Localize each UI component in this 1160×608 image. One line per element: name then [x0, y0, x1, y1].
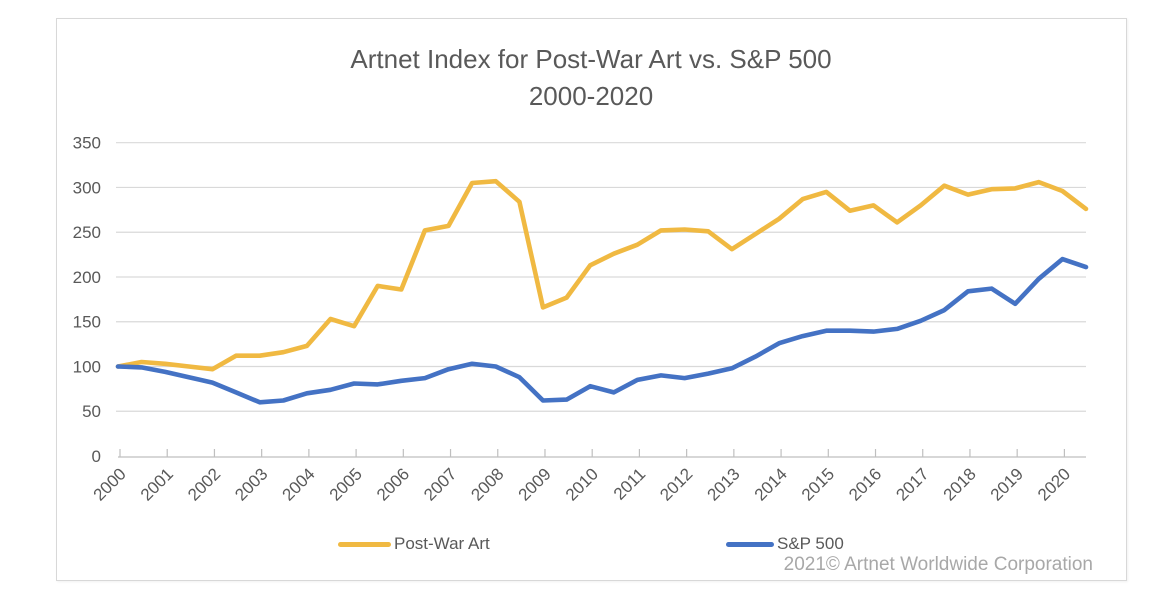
x-axis-label: 2020: [1034, 464, 1074, 504]
y-axis-label: 150: [73, 313, 101, 332]
post-war-art-line-swatch: [338, 541, 391, 547]
legend-item-post-war-art: Post-War Art: [338, 533, 490, 555]
chart-title: Artnet Index for Post-War Art vs. S&P 50…: [56, 41, 1126, 115]
x-axis-label: 2002: [184, 464, 224, 504]
x-axis-label: 2011: [610, 464, 649, 503]
x-axis-label: 2000: [90, 464, 130, 504]
x-axis-label: 2009: [515, 464, 555, 504]
x-axis-label: 2017: [892, 464, 932, 504]
sp500-line: [115, 256, 1089, 405]
legend-label-sp500: S&P 500: [777, 534, 844, 553]
y-axis-label: 0: [92, 447, 101, 466]
chart-frame: [56, 18, 1127, 581]
x-axis-label: 2012: [656, 464, 696, 504]
legend-label-post-war-art: Post-War Art: [394, 534, 490, 553]
x-axis-label: 2018: [940, 464, 980, 504]
x-axis-label: 2004: [279, 464, 319, 504]
y-axis-label: 250: [73, 223, 101, 242]
y-axis-label: 300: [73, 178, 101, 197]
x-axis-label: 2003: [231, 464, 271, 504]
x-axis-label: 2019: [987, 464, 1027, 504]
x-axis-label: 2005: [326, 464, 366, 504]
y-axis-label: 200: [73, 268, 101, 287]
y-axis-label: 50: [82, 402, 101, 421]
legend-item-sp500: S&P 500: [726, 533, 844, 555]
post-war-art-line: [115, 178, 1089, 372]
y-axis-label: 100: [73, 357, 101, 376]
x-axis-label: 2015: [798, 464, 838, 504]
x-axis-label: 2007: [420, 464, 460, 504]
x-axis-label: 2013: [703, 464, 743, 504]
x-axis-label: 2001: [137, 464, 177, 504]
x-axis-label: 2014: [751, 464, 791, 504]
sp500-line-swatch: [726, 541, 774, 547]
x-axis-label: 2016: [845, 464, 885, 504]
legend: Post-War Art S&P 500: [0, 533, 1160, 555]
chart-title-line1: Artnet Index for Post-War Art vs. S&P 50…: [350, 44, 832, 74]
x-axis-label: 2010: [562, 464, 602, 504]
y-axis-label: 350: [73, 134, 101, 153]
copyright-text: 2021© Artnet Worldwide Corporation: [783, 554, 1093, 575]
x-axis-label: 2008: [467, 464, 507, 504]
x-axis-label: 2006: [373, 464, 413, 504]
chart-title-line2: 2000-2020: [528, 81, 654, 111]
